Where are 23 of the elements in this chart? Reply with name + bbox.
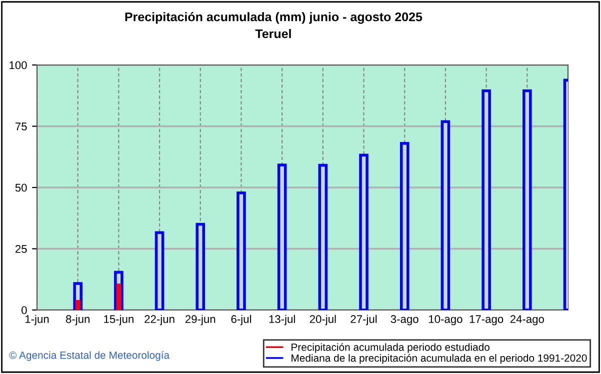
x-tick-label: 20-jul xyxy=(310,314,336,326)
y-tick-label: 50 xyxy=(15,184,27,192)
x-tick-label: 17-ago xyxy=(470,315,504,326)
text: © Agencia Estatal de Meteorología xyxy=(9,351,170,361)
y-tick-label: 25 xyxy=(15,245,27,253)
x-tick-label: 6-jul xyxy=(231,314,251,326)
x-tick-label: 29-jun xyxy=(186,314,216,326)
x-tick-label: 8-jun xyxy=(66,314,90,326)
legend-label: Precipitación acumulada periodo estudiado xyxy=(292,343,490,353)
x-tick-label: 1-jun xyxy=(25,314,49,326)
x-tick-label: 10-ago xyxy=(429,315,462,326)
x-tick-label: 24-ago xyxy=(510,315,544,326)
y-tick-label: 75 xyxy=(15,122,27,130)
x-tick-label: 27-jul xyxy=(350,314,377,326)
y-tick-label: 0 xyxy=(22,306,27,314)
y-tick-label: 100 xyxy=(10,61,27,70)
x-tick-label: 22-jun xyxy=(144,314,174,326)
x-tick-label: 3-ago xyxy=(390,315,418,326)
legend-label: Mediana de la precipitación acumulada en el periodo 1991-2020 xyxy=(292,354,587,364)
x-tick-label: 13-jul xyxy=(269,314,295,326)
x-tick-label: 15-jun xyxy=(104,314,134,326)
chart-title: Precipitación acumulada (mm) junio - agosto 2025 xyxy=(125,12,422,24)
chart-subtitle: Teruel xyxy=(255,29,291,38)
